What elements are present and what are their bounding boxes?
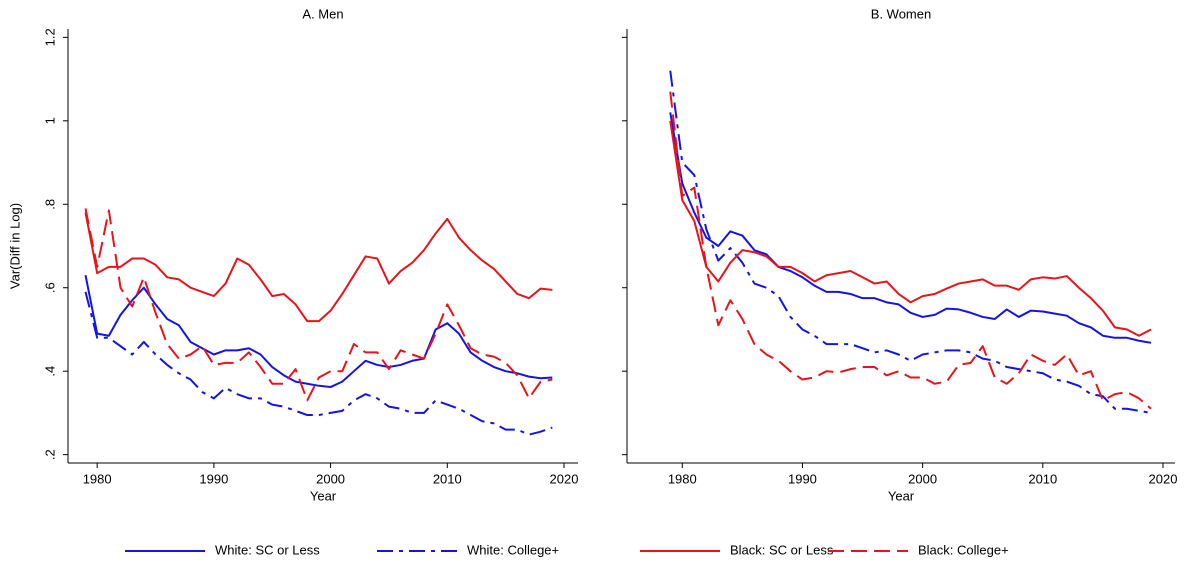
legend-label: Black: SC or Less: [730, 542, 834, 557]
panel-title: A. Men: [302, 6, 343, 21]
series-line: [669, 112, 1152, 344]
series-line: [84, 275, 553, 389]
series-line: [84, 212, 553, 323]
x-tick-label: 1990: [788, 471, 817, 486]
y-tick-label: 1: [42, 117, 57, 124]
y-tick-label: .4: [42, 366, 57, 377]
y-tick-label: .6: [42, 282, 57, 293]
legend-label: Black: College+: [918, 542, 1009, 557]
x-tick-label: 2010: [1028, 471, 1057, 486]
y-tick-label: .8: [42, 199, 57, 210]
x-tick-label: 2020: [550, 471, 579, 486]
series-line: [669, 70, 1152, 414]
y-tick-label: 1.2: [42, 28, 57, 46]
legend-label: White: SC or Less: [215, 542, 320, 557]
x-tick-label: 1980: [668, 471, 697, 486]
x-axis-label: Year: [310, 488, 337, 503]
series-line: [84, 208, 553, 402]
y-axis-label: Var(Diff in Log): [7, 203, 22, 289]
x-tick-label: 1980: [83, 471, 112, 486]
x-tick-label: 2020: [1149, 471, 1178, 486]
x-tick-label: 2010: [433, 471, 462, 486]
series-line: [669, 91, 1152, 410]
series-line: [669, 120, 1152, 337]
x-tick-label: 1990: [199, 471, 228, 486]
x-tick-label: 2000: [316, 471, 345, 486]
legend-label: White: College+: [467, 542, 559, 557]
panel-title: B. Women: [871, 6, 931, 21]
x-axis-label: Year: [888, 488, 915, 503]
y-tick-label: .2: [42, 449, 57, 460]
series-line: [84, 291, 553, 436]
x-tick-label: 2000: [908, 471, 937, 486]
